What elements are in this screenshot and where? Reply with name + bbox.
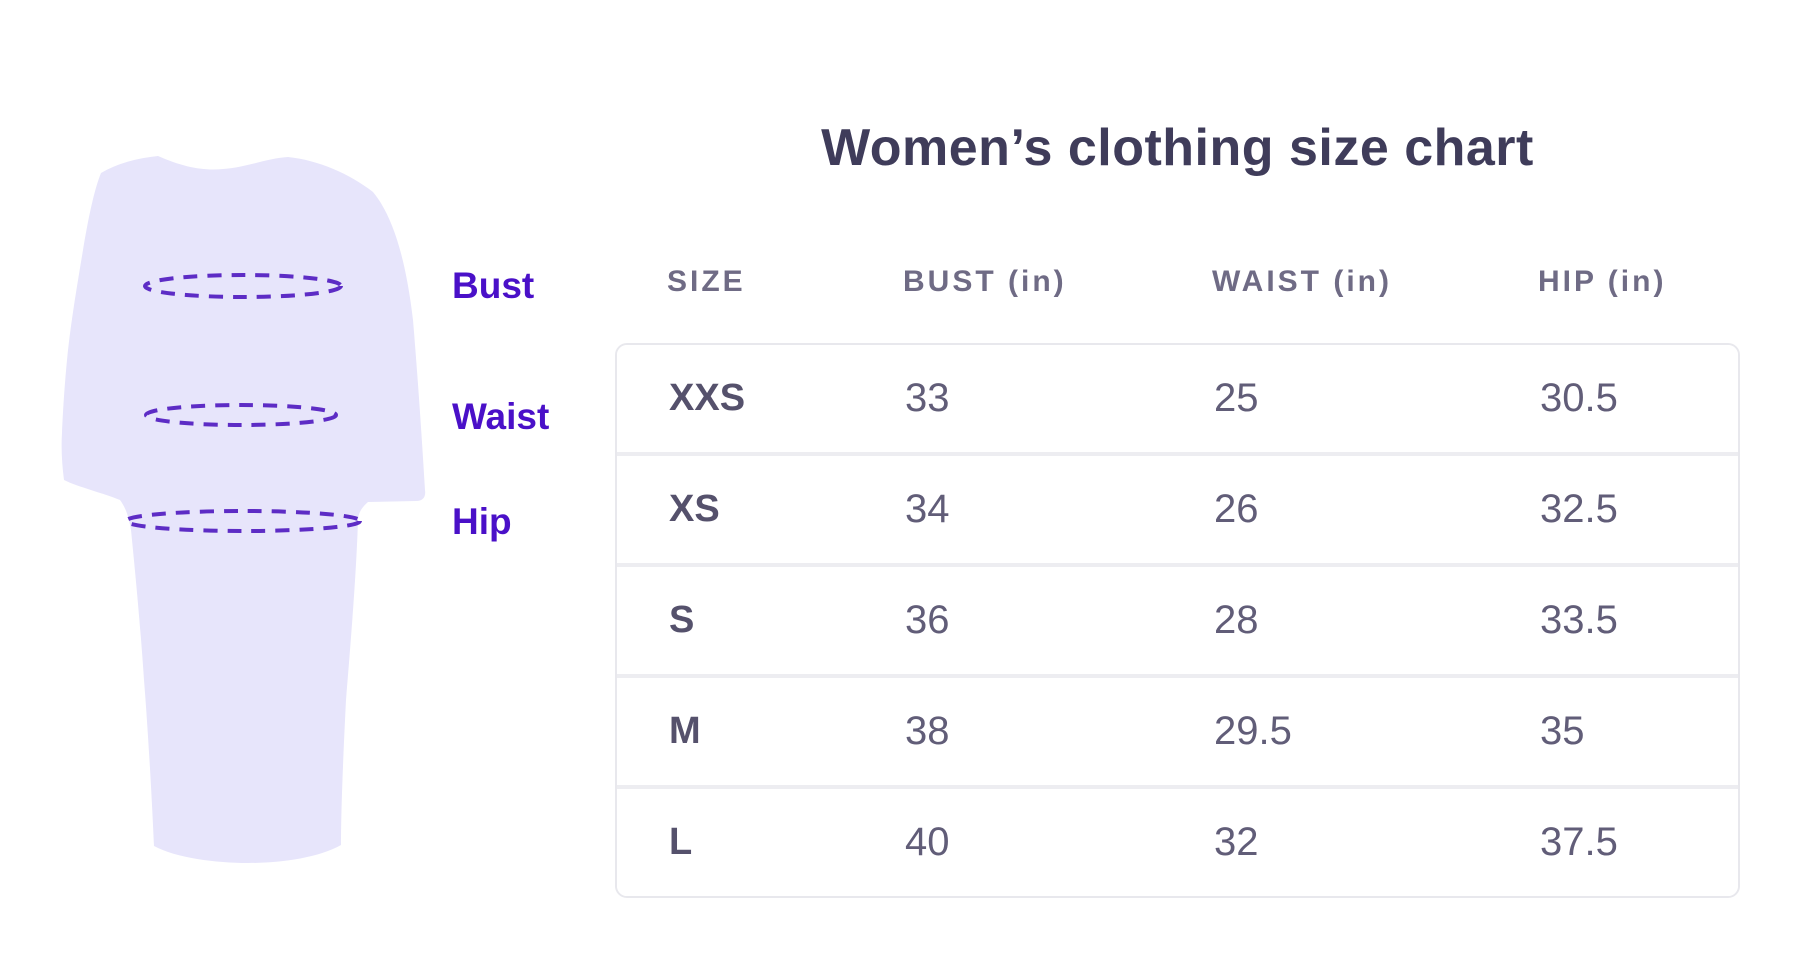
bust-cell: 38 [905, 709, 950, 753]
size-cell: XS [669, 488, 720, 530]
hip-measure-ellipse [124, 509, 362, 533]
column-header-size: SIZE [667, 265, 746, 298]
table-row: XXS 33 25 30.5 [617, 345, 1738, 456]
waist-cell: 25 [1214, 376, 1259, 420]
bust-cell: 33 [905, 376, 950, 420]
bust-cell: 36 [905, 598, 950, 642]
table-row: M 38 29.5 35 [617, 678, 1738, 789]
waist-measure-ellipse [144, 403, 338, 427]
hip-cell: 35 [1540, 709, 1585, 753]
table-row: XS 34 26 32.5 [617, 456, 1738, 567]
hip-cell: 37.5 [1540, 820, 1618, 864]
waist-cell: 28 [1214, 598, 1259, 642]
table-row: S 36 28 33.5 [617, 567, 1738, 678]
table-row: L 40 32 37.5 [617, 789, 1738, 896]
dress-silhouette [61, 156, 426, 863]
waist-cell: 32 [1214, 820, 1259, 864]
hip-label: Hip [452, 501, 512, 542]
column-header-waist: WAIST (in) [1212, 265, 1392, 298]
column-header-bust: BUST (in) [903, 265, 1067, 298]
hip-cell: 30.5 [1540, 376, 1618, 420]
bust-cell: 40 [905, 820, 950, 864]
size-cell: XXS [669, 377, 746, 419]
table-header-row: SIZE BUST (in) WAIST (in) HIP (in) [615, 262, 1740, 302]
hip-cell: 33.5 [1540, 598, 1618, 642]
bust-label: Bust [452, 265, 535, 306]
page-title: Women’s clothing size chart [821, 119, 1534, 177]
size-cell: M [669, 710, 701, 752]
waist-cell: 26 [1214, 487, 1259, 531]
size-cell: S [669, 599, 695, 641]
waist-cell: 29.5 [1214, 709, 1292, 753]
size-table: XXS 33 25 30.5 XS 34 26 32.5 S 36 28 33.… [615, 343, 1740, 898]
bust-cell: 34 [905, 487, 950, 531]
column-header-hip: HIP (in) [1538, 265, 1667, 298]
dress-illustration [61, 156, 426, 863]
size-cell: L [669, 821, 693, 863]
hip-cell: 32.5 [1540, 487, 1618, 531]
bust-measure-ellipse [143, 273, 343, 299]
waist-label: Waist [452, 396, 550, 437]
